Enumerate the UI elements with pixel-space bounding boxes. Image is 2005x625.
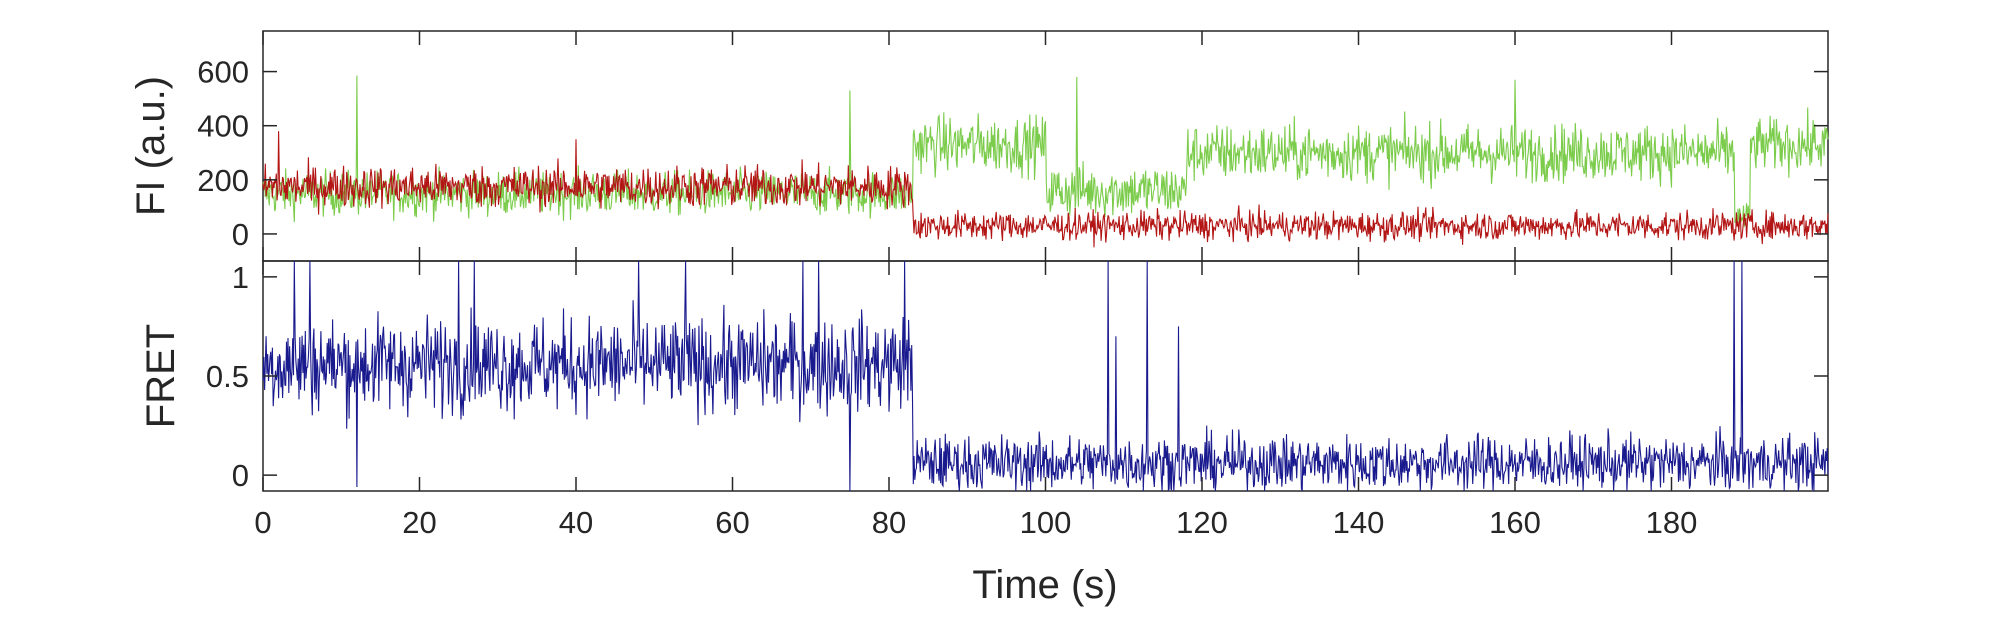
fluorescence-series-line-0 [262, 75, 1829, 228]
fret-y-tick-label: 0 [232, 458, 249, 493]
fret-y-ticks: 00.51 [206, 260, 1828, 493]
fluorescence-series-group [262, 75, 1829, 248]
time-x-ticks: 0 20 40 60 80 100 120 140 160 180 [254, 31, 1697, 540]
time-x-tick-label: 60 [715, 505, 749, 540]
time-x-axis-label: Time (s) [972, 563, 1117, 607]
time-x-tick-label: 80 [872, 505, 906, 540]
time-x-tick-label: 120 [1176, 505, 1228, 540]
fluorescence-panel: 0 200 400 600 FI (a.u.) [129, 30, 1829, 262]
fluorescence-series-line-1 [262, 131, 1829, 248]
fret-y-axis-label: FRET [139, 324, 183, 428]
time-x-tick-label: 20 [402, 505, 436, 540]
time-x-tick-label: 180 [1646, 505, 1698, 540]
time-x-tick-label: 140 [1333, 505, 1385, 540]
fret-series-group [262, 260, 1829, 492]
fluorescence-y-tick-label: 400 [197, 109, 249, 144]
fret-y-tick-label: 1 [232, 260, 249, 295]
fret-panel: 00.51 0 20 40 60 80 100 120 140 160 180 FRET Time… [139, 31, 1829, 607]
fluorescence-y-axis-label: FI (a.u.) [129, 76, 173, 216]
fluorescence-y-tick-label: 0 [232, 217, 249, 252]
fluorescence-y-tick-label: 200 [197, 163, 249, 198]
fret-y-tick-label: 0.5 [206, 359, 249, 394]
time-x-tick-label: 0 [254, 505, 271, 540]
fluorescence-y-ticks: 0 200 400 600 [197, 55, 1828, 252]
fluorescence-y-tick-label: 600 [197, 55, 249, 90]
fret-series-line-0 [262, 260, 1829, 492]
time-x-tick-label: 40 [559, 505, 593, 540]
time-x-tick-label: 100 [1020, 505, 1072, 540]
time-x-tick-label: 160 [1489, 505, 1541, 540]
